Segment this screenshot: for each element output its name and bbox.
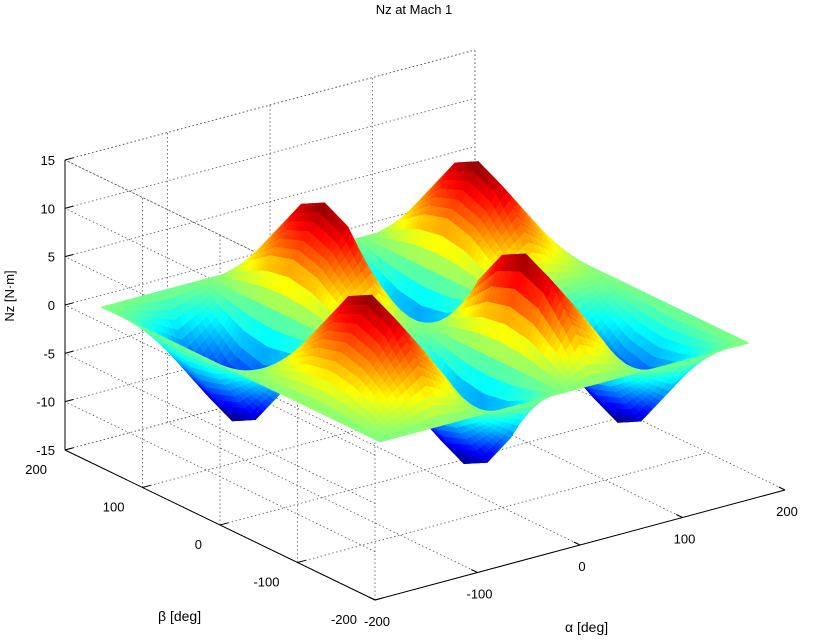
grid-line-x-floor <box>167 422 478 573</box>
grid-line-y-floor <box>297 452 708 563</box>
grid-line-z-left <box>64 352 376 504</box>
surface-mesh <box>100 161 750 465</box>
grid-line-z-left <box>64 401 376 553</box>
grid-line-z-back <box>64 146 476 258</box>
grid-line-y-floor <box>142 377 553 488</box>
grid-line-z-back <box>64 97 476 209</box>
grid-line-z-back <box>64 49 476 161</box>
grid-line-x-floor <box>372 367 683 518</box>
grid-line-y-floor <box>219 414 631 526</box>
